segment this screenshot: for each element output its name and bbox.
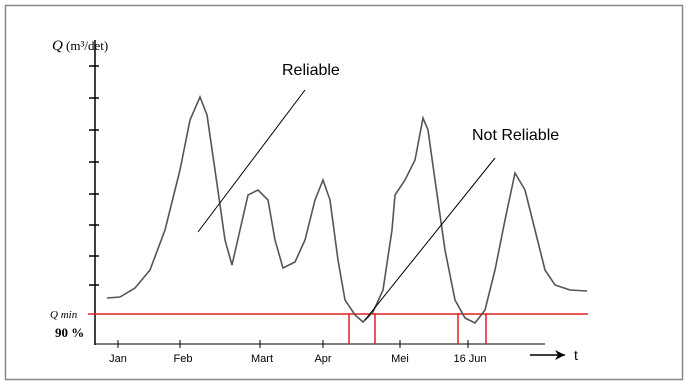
month-label: Jan bbox=[109, 353, 127, 365]
month-label: 16 Jun bbox=[453, 353, 486, 365]
label-percent: 90 % bbox=[55, 325, 84, 340]
label-reliable: Reliable bbox=[282, 62, 340, 79]
month-label: Apr bbox=[314, 353, 331, 365]
discharge-curve bbox=[106, 94, 588, 325]
unreliable-bounds bbox=[348, 314, 487, 344]
pointer-reliable bbox=[197, 89, 306, 233]
pointer-not-reliable bbox=[364, 157, 496, 321]
month-label: Feb bbox=[174, 353, 193, 365]
time-arrowhead bbox=[555, 350, 565, 360]
month-labels: Jan Feb Mart Apr Mei 16 Jun bbox=[109, 353, 486, 365]
x-axis-ticks bbox=[117, 340, 469, 348]
y-unit: (m³/det) bbox=[66, 38, 108, 53]
label-q-min: Q min bbox=[50, 309, 78, 321]
y-axis-ticks bbox=[89, 65, 99, 286]
label-not-reliable: Not Reliable bbox=[472, 127, 559, 144]
frame bbox=[4, 4, 684, 381]
month-label: Mei bbox=[391, 353, 409, 365]
y-symbol: Q bbox=[52, 38, 63, 54]
x-symbol: t bbox=[574, 347, 578, 363]
month-label: Mart bbox=[251, 353, 273, 365]
